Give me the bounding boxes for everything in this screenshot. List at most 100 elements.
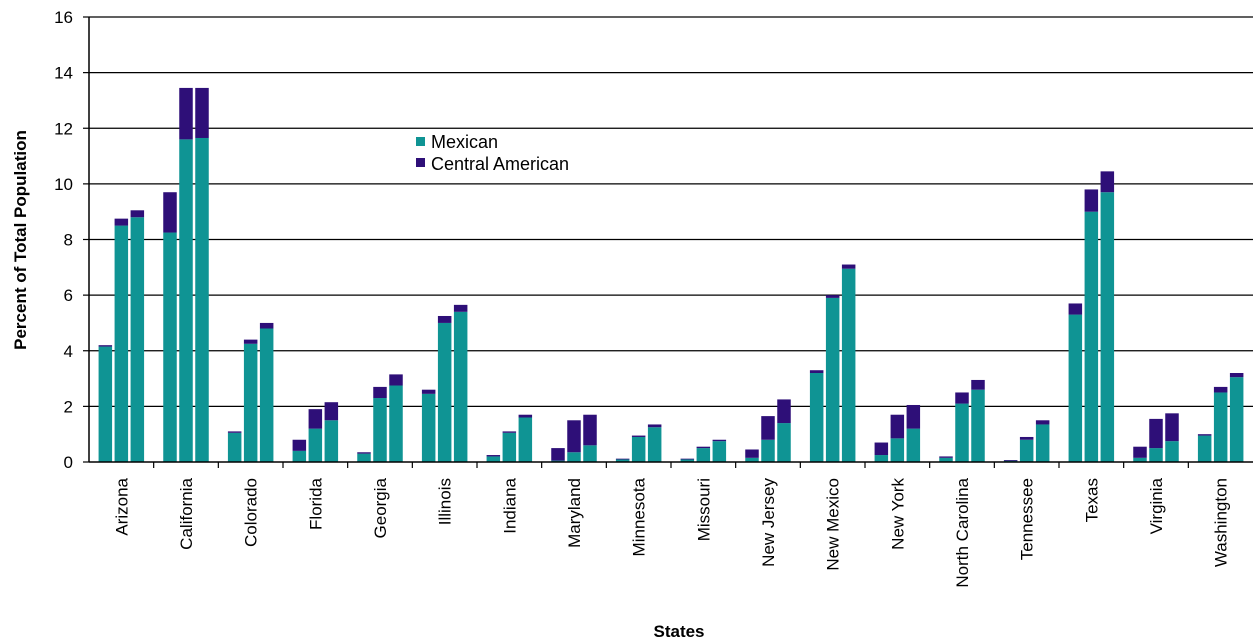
bar-segment-mexican	[939, 457, 953, 462]
bar-segment-mexican	[1084, 211, 1099, 462]
bar-segment-mexican	[357, 453, 371, 462]
bar-segment-central-american	[761, 416, 775, 440]
bar-segment-central-american	[179, 87, 193, 140]
x-category-label: Texas	[1082, 478, 1101, 522]
x-category-label: California	[177, 477, 196, 549]
x-category-label: Colorado	[242, 478, 261, 547]
bar-segment-central-american	[227, 431, 242, 433]
bar-segment-central-american	[486, 455, 501, 457]
bar-segment-mexican	[195, 137, 209, 462]
bar-segment-central-american	[551, 448, 565, 461]
bar-segment-central-american	[1165, 413, 1179, 442]
bar-segment-mexican	[696, 448, 711, 462]
bar-segment-central-american	[502, 431, 517, 433]
bar-segment-central-american	[647, 424, 662, 428]
x-category-label: North Carolina	[953, 477, 972, 587]
bar-segment-central-american	[98, 345, 113, 347]
x-category-label: Missouri	[694, 478, 713, 541]
bar-segment-mexican	[518, 417, 533, 462]
bar-segment-central-american	[518, 414, 533, 418]
x-category-label: Minnesota	[630, 477, 649, 556]
bar-segment-central-american	[890, 414, 905, 439]
bar-segment-central-american	[243, 339, 258, 344]
bar-segment-central-american	[1035, 420, 1050, 425]
x-category-label: New Jersey	[759, 478, 778, 567]
bar-segment-central-american	[308, 409, 323, 429]
bar-segment-mexican	[453, 311, 468, 462]
bar-segment-mexican	[777, 423, 791, 462]
bar-segment-mexican	[971, 389, 985, 462]
bar-segment-central-american	[1068, 303, 1083, 315]
y-tick-label: 16	[54, 8, 73, 27]
bar-segment-central-american	[906, 404, 921, 429]
bar-segment-central-american	[583, 414, 597, 446]
bar-segment-mexican	[421, 393, 436, 462]
bar-segment-mexican	[647, 427, 662, 462]
bar-segment-mexican	[389, 385, 403, 462]
bar-segment-central-american	[777, 399, 791, 424]
x-category-label: Illinois	[436, 478, 455, 525]
bar-segment-mexican	[825, 297, 840, 462]
bar-segment-central-american	[1019, 436, 1034, 440]
y-axis-title: Percent of Total Population	[11, 130, 30, 350]
bar-segment-central-american	[389, 374, 403, 386]
bar-segment-central-american	[825, 295, 840, 298]
bar-segment-central-american	[680, 458, 695, 460]
bar-segment-mexican	[437, 322, 452, 462]
bar-segment-mexican	[1035, 424, 1050, 462]
bar-segment-central-american	[631, 435, 646, 437]
bar-segment-mexican	[292, 450, 307, 462]
bar-segment-central-american	[437, 315, 452, 323]
bar-segment-central-american	[712, 439, 727, 442]
bar-segment-mexican	[308, 428, 323, 462]
bar-segment-central-american	[841, 264, 856, 269]
bar-segment-mexican	[243, 343, 258, 462]
x-category-label: Indiana	[500, 477, 519, 533]
y-tick-label: 10	[54, 175, 73, 194]
bar-segment-mexican	[1068, 314, 1083, 462]
bar-segment-central-american	[292, 439, 307, 451]
bar-segment-mexican	[163, 232, 177, 462]
x-category-label: Florida	[306, 477, 325, 530]
legend-swatch-mexican	[416, 137, 425, 146]
y-tick-label: 8	[64, 231, 73, 250]
bar-segment-central-american	[421, 389, 436, 394]
y-tick-label: 6	[64, 286, 73, 305]
bar-segment-central-american	[1003, 460, 1018, 461]
bar-segment-mexican	[227, 432, 242, 462]
y-tick-label: 2	[64, 397, 73, 416]
bar-segment-mexican	[98, 346, 113, 462]
bar-segment-central-american	[163, 192, 177, 233]
bar-segment-mexican	[745, 457, 759, 462]
bar-segment-central-american	[195, 87, 209, 138]
bar-segment-mexican	[130, 217, 145, 462]
y-tick-labels: 0 2 4 6 8 10 12 14 16	[54, 8, 89, 472]
x-category-label: Georgia	[371, 477, 390, 538]
bar-segment-central-american	[1084, 189, 1099, 212]
bar-segment-mexican	[1229, 377, 1244, 462]
bar-segment-central-american	[1213, 386, 1228, 393]
bar-segment-central-american	[453, 304, 468, 312]
bar-segment-central-american	[114, 218, 129, 226]
gridlines	[89, 16, 1253, 407]
bar-segment-mexican	[906, 428, 921, 462]
bar-segment-mexican	[1213, 392, 1228, 462]
bar-segment-mexican	[1100, 192, 1115, 462]
bar-segment-mexican	[114, 225, 129, 462]
bar-segment-central-american	[1197, 434, 1212, 436]
bar-segment-central-american	[874, 442, 889, 456]
y-tick-label: 14	[54, 64, 73, 83]
bar-segment-central-american	[567, 420, 581, 453]
legend-label-central-american: Central American	[431, 154, 569, 174]
y-tick-label: 0	[64, 453, 73, 472]
bar-segment-central-american	[696, 446, 711, 449]
bar-segment-mexican	[955, 403, 969, 462]
bar-segment-central-american	[939, 456, 953, 458]
bar-segment-central-american	[1100, 171, 1115, 193]
bar-segment-mexican	[1149, 448, 1163, 462]
bar-segment-central-american	[130, 210, 145, 218]
bar-segment-mexican	[486, 456, 501, 462]
bar-segment-central-american	[809, 370, 824, 373]
bar-segment-mexican	[1165, 441, 1179, 462]
bar-segment-mexican	[373, 398, 387, 462]
